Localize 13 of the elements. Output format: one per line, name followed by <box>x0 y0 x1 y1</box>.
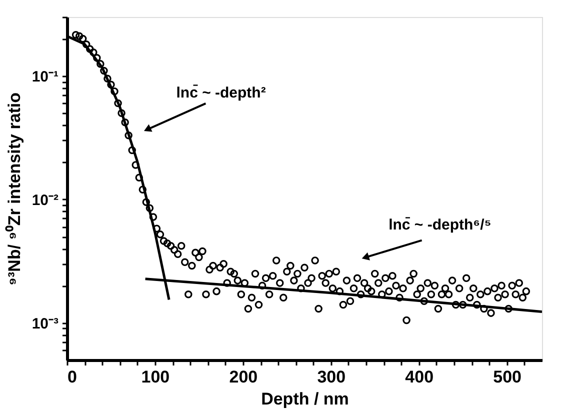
annotation: lnc̄ ~ -depth² <box>176 84 266 102</box>
x-tick-label: 300 <box>317 368 346 386</box>
y-tick-label: 10⁻³ <box>32 315 58 332</box>
x-tick-label: 400 <box>405 368 434 386</box>
x-tick-label: 100 <box>141 368 170 386</box>
y-axis-title: ⁹³Nb/ ⁹⁰Zr intensity ratio <box>4 92 24 286</box>
y-tick-label: 10⁻² <box>32 192 58 209</box>
x-tick-label: 500 <box>493 368 522 386</box>
y-tick-label: 10⁻¹ <box>32 68 58 86</box>
x-tick-label: 0 <box>68 368 77 386</box>
annotation: lnc̄ ~ -depth⁶/⁵ <box>388 216 492 234</box>
x-tick-label: 200 <box>229 368 258 386</box>
x-axis-title: Depth / nm <box>261 390 349 408</box>
